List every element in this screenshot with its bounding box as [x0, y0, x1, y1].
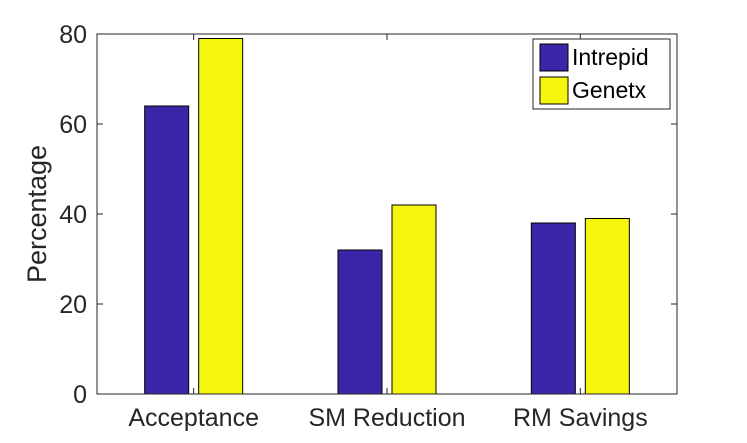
bars-group [144, 38, 630, 395]
y-tick-label-60: 60 [59, 111, 87, 139]
bar-genetx-rm-savings [584, 218, 630, 395]
bar-intrepid-acceptance [144, 105, 190, 395]
plot-frame [96, 33, 678, 395]
y-axis-title: Percentage [22, 145, 52, 283]
bar-intrepid-sm-reduction [337, 249, 383, 395]
y-tick-label-20: 20 [59, 291, 87, 319]
x-tick-label-acceptance: Acceptance [128, 404, 259, 432]
legend-label-intrepid: Intrepid [572, 44, 649, 70]
bar-genetx-acceptance [198, 38, 244, 395]
y-tick-label-40: 40 [59, 201, 87, 229]
legend-label-genetx: Genetx [572, 77, 647, 103]
x-tick-label-rm-savings: RM Savings [513, 404, 648, 432]
x-tick-label-sm-reduction: SM Reduction [308, 404, 465, 432]
bar-intrepid-rm-savings [530, 222, 576, 395]
ticks-group: Acceptance SM Reduction RM Savings 0 20 40 60 8… [59, 21, 677, 432]
legend: Intrepid Genetx [532, 38, 671, 110]
y-tick-label-80: 80 [59, 21, 87, 49]
bar-genetx-sm-reduction [391, 204, 437, 395]
legend-swatch-genetx [539, 76, 569, 105]
y-tick-label-0: 0 [73, 381, 87, 409]
legend-swatch-intrepid [539, 43, 569, 72]
